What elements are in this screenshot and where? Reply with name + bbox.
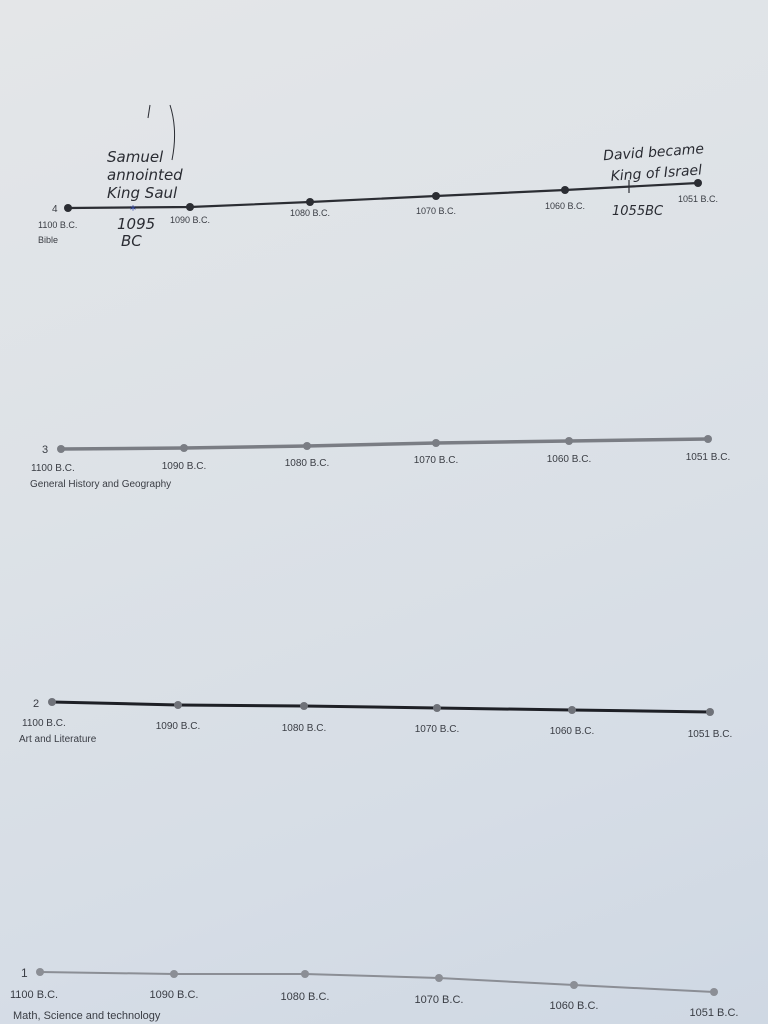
tick-label: 1090 B.C. xyxy=(170,215,210,225)
timeline-point xyxy=(57,445,65,453)
tick-label: 1051 B.C. xyxy=(686,452,730,463)
timeline-point xyxy=(570,981,578,989)
tick-label: 1080 B.C. xyxy=(281,991,330,1003)
tick-label: 1060 B.C. xyxy=(550,726,594,737)
tick-label: 1051 B.C. xyxy=(678,194,718,204)
tick-label: 1090 B.C. xyxy=(150,989,199,1001)
timeline-point xyxy=(301,970,309,978)
timeline-point xyxy=(565,437,573,445)
timeline-subject: General History and Geography xyxy=(30,479,171,490)
tick-label: 1070 B.C. xyxy=(415,994,464,1006)
timeline-point xyxy=(435,974,443,982)
annotation-text: David became xyxy=(603,141,705,164)
tick-label: 1060 B.C. xyxy=(547,454,591,465)
timeline-point xyxy=(710,988,718,996)
timeline-subject: Bible xyxy=(38,235,58,245)
tick-label: 1051 B.C. xyxy=(690,1007,739,1019)
timeline-number: 2 xyxy=(33,698,39,710)
timeline-point xyxy=(180,444,188,452)
timeline-point xyxy=(300,702,308,710)
timeline-point xyxy=(706,708,714,716)
tick-label: 1060 B.C. xyxy=(550,1000,599,1012)
timeline-line xyxy=(67,181,699,210)
tick-label: 1100 B.C. xyxy=(22,718,66,729)
timeline-3: 3 1100 B.C. 1090 B.C. 1080 B.C. 1070 B.C. 106… xyxy=(30,435,730,490)
annotation-date: 1055BC xyxy=(612,204,664,219)
tick-label: 1051 B.C. xyxy=(688,729,732,740)
timeline-1: 1 1100 B.C. 1090 B.C. 1080 B.C. 1070 B.C. 106… xyxy=(10,966,738,1022)
timeline-point xyxy=(170,970,178,978)
annotation-text: King Saul xyxy=(107,184,178,202)
timeline-point xyxy=(186,203,194,211)
tick-label: 1080 B.C. xyxy=(282,723,326,734)
tick-label: 1100 B.C. xyxy=(10,989,58,1001)
timeline-number: 3 xyxy=(42,444,48,456)
tick-label: 1080 B.C. xyxy=(290,208,330,218)
tick-label: 1070 B.C. xyxy=(416,206,456,216)
timeline-4: 4 1100 B.C. 1090 B.C. 1080 B.C. 1070 B.C. 106… xyxy=(38,104,718,250)
annotation-text: King of Israel xyxy=(610,162,702,184)
annotation-text: annointed xyxy=(107,166,183,184)
timeline-point xyxy=(694,179,702,187)
timeline-2: 2 1100 B.C. 1090 B.C. 1080 B.C. 1070 B.C. 106… xyxy=(19,698,732,745)
timeline-point xyxy=(568,706,576,714)
timeline-subject: Art and Literature xyxy=(19,734,97,745)
timeline-number: 4 xyxy=(52,204,58,215)
timeline-point xyxy=(64,204,72,212)
timeline-line xyxy=(51,700,711,714)
timeline-line xyxy=(39,971,715,993)
asterisk-marker: * xyxy=(130,203,136,217)
annotation-date: 1095 xyxy=(117,215,155,233)
annotation-text: Samuel xyxy=(107,148,164,166)
tick-label: 1060 B.C. xyxy=(545,201,585,211)
timeline-point xyxy=(561,186,569,194)
timeline-point xyxy=(306,198,314,206)
timeline-point xyxy=(48,698,56,706)
pen-stroke xyxy=(147,104,151,119)
timeline-point xyxy=(704,435,712,443)
timeline-line xyxy=(60,437,709,451)
timeline-point xyxy=(303,442,311,450)
tick-label: 1100 B.C. xyxy=(38,220,77,230)
timeline-point xyxy=(433,704,441,712)
tick-label: 1090 B.C. xyxy=(156,721,200,732)
tick-label: 1090 B.C. xyxy=(162,461,206,472)
timeline-point xyxy=(432,439,440,447)
timeline-subject: Math, Science and technology xyxy=(13,1010,161,1022)
tick-label: 1070 B.C. xyxy=(415,724,459,735)
timeline-point xyxy=(174,701,182,709)
tick-label: 1100 B.C. xyxy=(31,463,75,474)
pen-stroke xyxy=(169,104,176,161)
timeline-number: 1 xyxy=(21,966,28,980)
tick-label: 1070 B.C. xyxy=(414,455,458,466)
timeline-point xyxy=(432,192,440,200)
tick-label: 1080 B.C. xyxy=(285,458,329,469)
timeline-point xyxy=(36,968,44,976)
annotation-date: BC xyxy=(121,232,142,250)
